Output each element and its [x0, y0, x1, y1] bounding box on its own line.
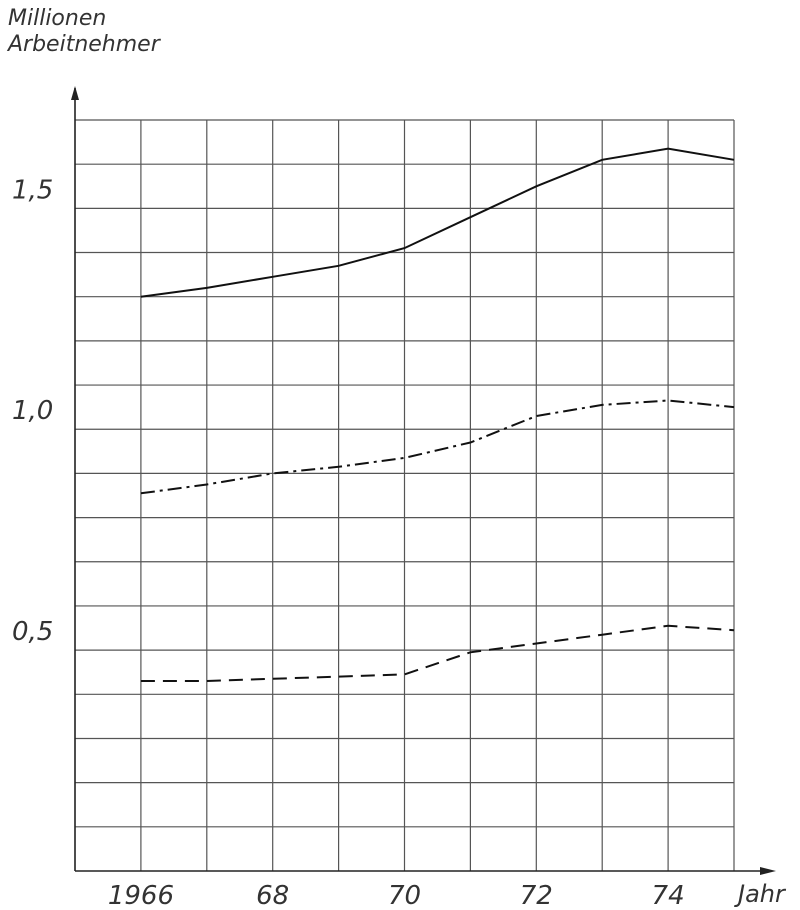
x-axis-title: Jahr: [734, 880, 787, 908]
x-tick-label: 1966: [108, 881, 174, 910]
x-tick-label: 70: [388, 881, 421, 910]
x-tick-label: 74: [652, 881, 685, 910]
x-tick-label: 68: [256, 881, 289, 910]
x-tick-labels: 1966 68 70 72 74: [108, 881, 685, 910]
series-line-dashdot: [140, 399, 735, 495]
y-axis-title-line-1: Millionen: [8, 6, 107, 31]
y-tick-label: 1,0: [12, 396, 53, 426]
y-axis-title: Millionen Arbeitnehmer: [8, 6, 160, 58]
y-tick-labels: 0,5 1,0 1,5: [12, 175, 53, 647]
y-axis-title-line-2: Arbeitnehmer: [8, 32, 160, 57]
axes: [71, 86, 776, 875]
x-tick-label: 72: [520, 881, 553, 910]
grid: [75, 119, 735, 871]
series-line-dashed: [140, 624, 735, 682]
y-tick-label: 1,5: [12, 175, 53, 205]
x-axis-arrow-icon: [760, 867, 776, 875]
series-line-solid: [140, 147, 735, 298]
y-axis-arrow-icon: [71, 86, 79, 100]
series-lines: [140, 147, 735, 682]
y-tick-label: 0,5: [12, 617, 53, 647]
